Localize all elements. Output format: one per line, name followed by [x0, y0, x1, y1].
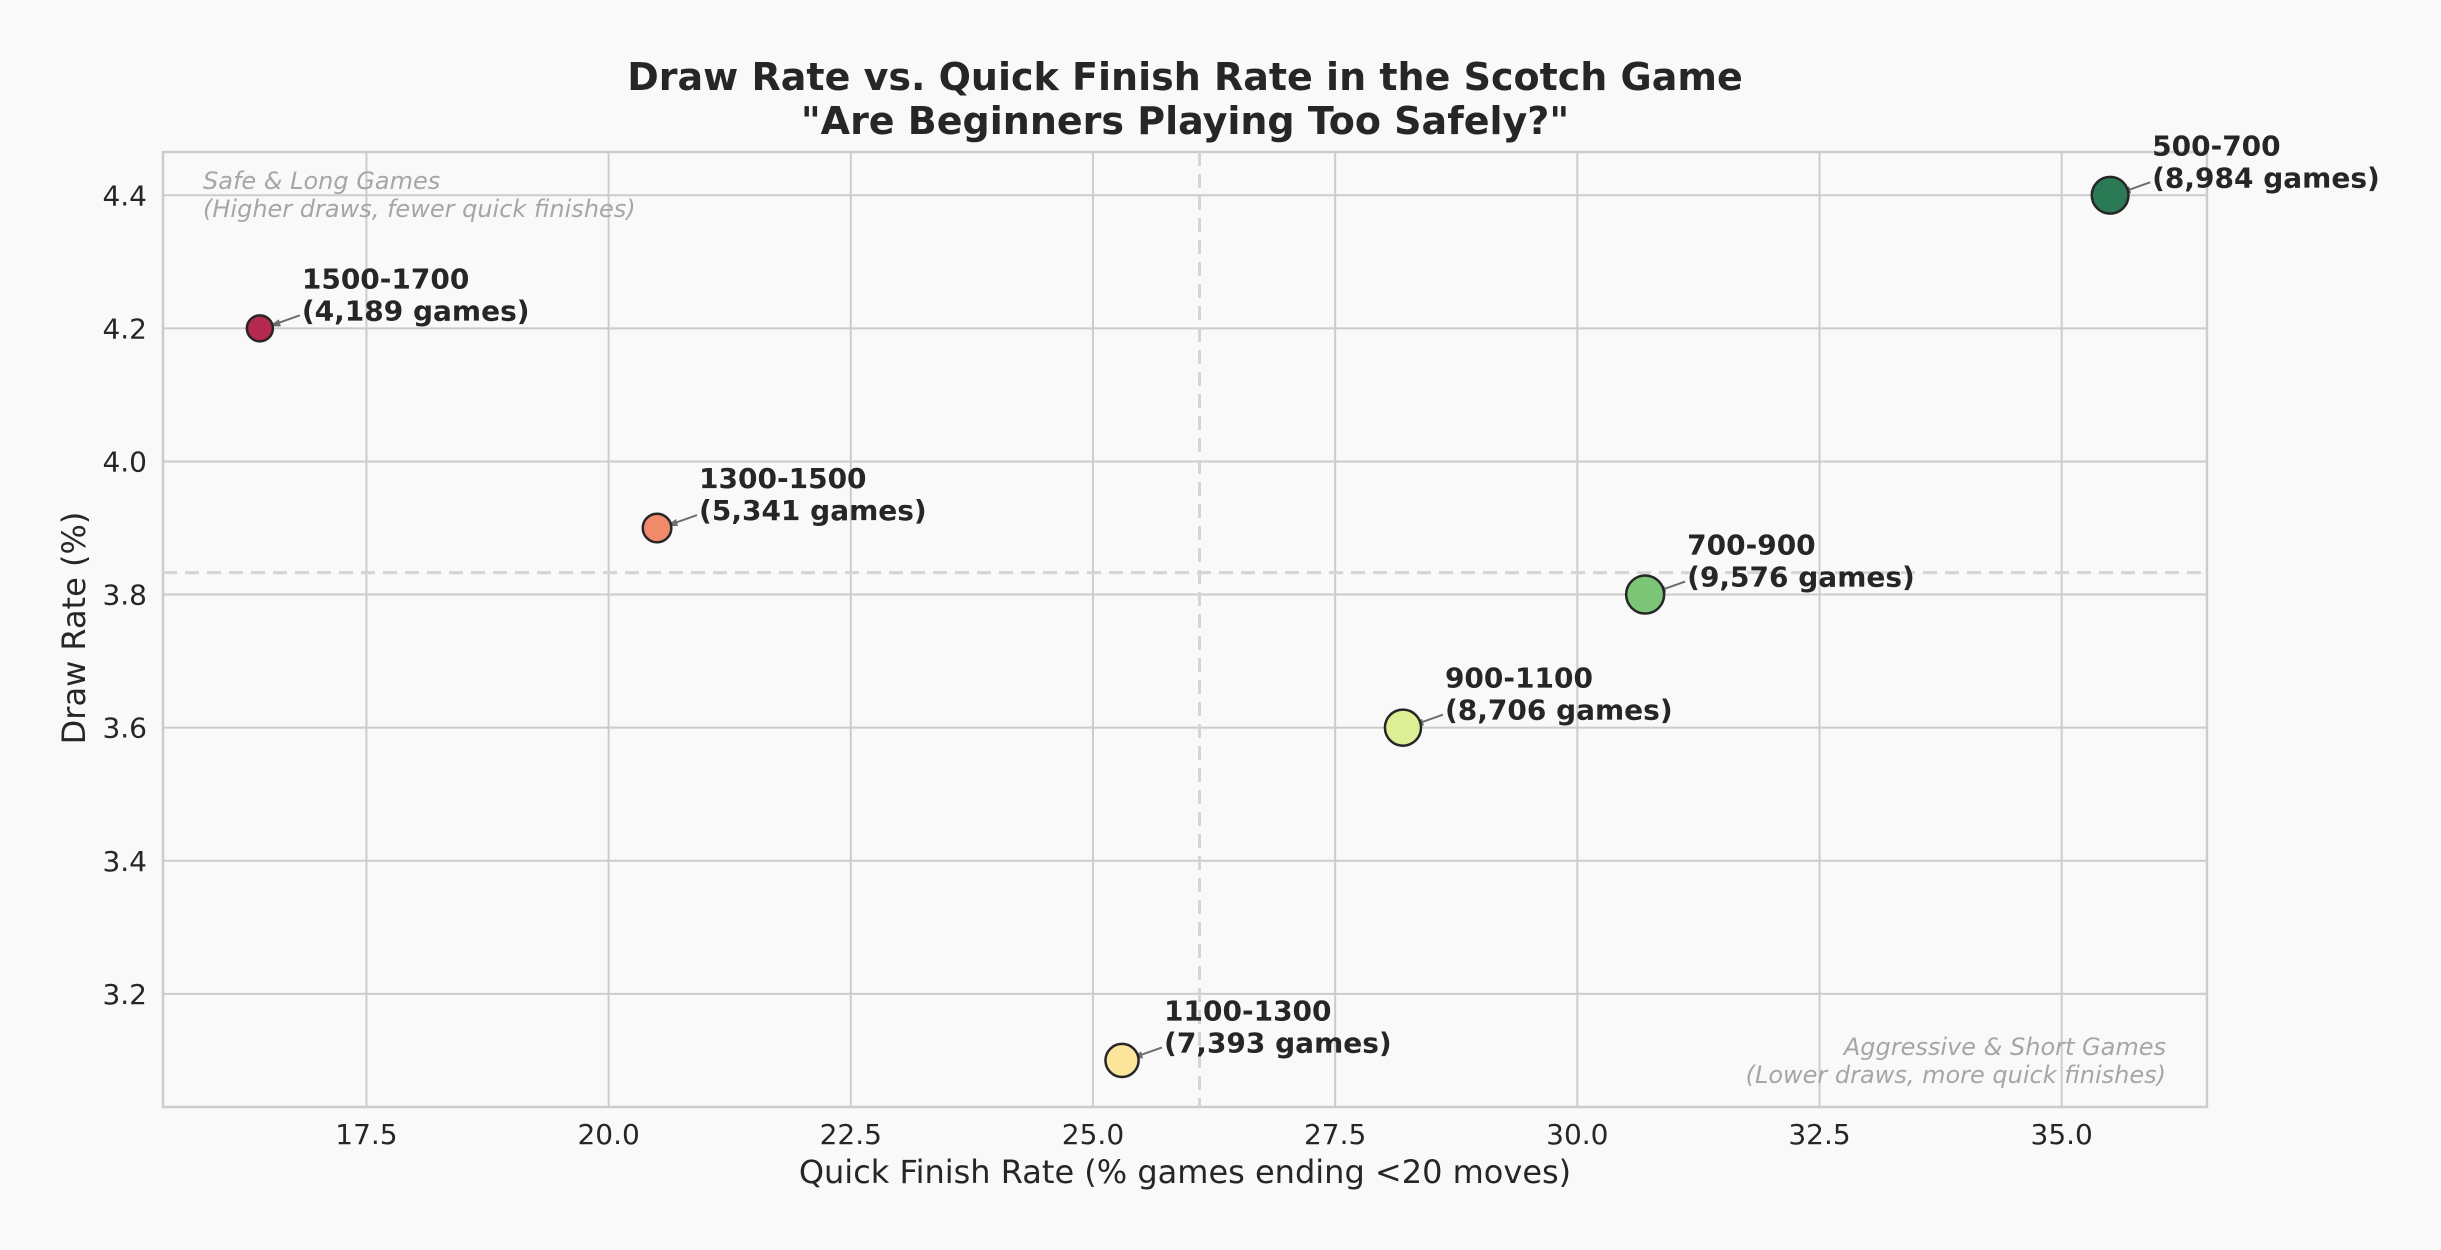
plot-area: 17.5 20.0 22.5 25.0 27.5 30.0 32.5 35.0 3.2 3.4 3.…: [102, 129, 2379, 1151]
point-label: 1500-1700: [302, 262, 469, 295]
point-label: 1300-1500: [699, 462, 866, 495]
data-point: [641, 512, 673, 544]
bottom-right-annotation: (Lower draws, more quick finishes): [1746, 1061, 2166, 1089]
point-label: 1100-1300: [1164, 994, 1331, 1027]
x-tick-label: 17.5: [335, 1118, 397, 1151]
y-tick-label: 4.0: [102, 445, 147, 478]
axes-frame: [161, 150, 2209, 1109]
x-tick-label: 20.0: [577, 1118, 639, 1151]
data-point: [1104, 1042, 1140, 1079]
y-axis-label: Draw Rate (%): [55, 512, 93, 745]
point-games-label: (7,393 games): [1164, 1026, 1392, 1059]
data-point: [1383, 708, 1423, 747]
y-tick-label: 3.4: [102, 845, 147, 878]
y-tick-label: 4.4: [102, 179, 147, 212]
point-games-label: (8,706 games): [1445, 694, 1673, 727]
data-point: [1624, 574, 1666, 615]
point-games-label: (9,576 games): [1687, 561, 1915, 594]
point-label: 900-1100: [1445, 662, 1593, 695]
chart-title: Draw Rate vs. Quick Finish Rate in the S…: [627, 55, 1743, 99]
point-games-label: (4,189 games): [302, 294, 530, 327]
point-games-label: (8,984 games): [2152, 161, 2380, 194]
bottom-right-annotation: Aggressive & Short Games: [1842, 1033, 2166, 1061]
x-tick-label: 35.0: [2031, 1118, 2093, 1151]
x-tick-label: 30.0: [1546, 1118, 1608, 1151]
x-tick-label: 22.5: [820, 1118, 882, 1151]
chart-subtitle: "Are Beginners Playing Too Safely?": [801, 99, 1569, 143]
x-tick-label: 27.5: [1304, 1118, 1366, 1151]
x-tick-label: 25.0: [1062, 1118, 1124, 1151]
top-left-annotation: (Higher draws, fewer quick finishes): [203, 195, 636, 223]
y-tick-label: 3.8: [102, 579, 147, 612]
data-point: [245, 314, 275, 343]
y-tick-label: 3.2: [102, 978, 147, 1011]
y-tick-label: 4.2: [102, 312, 147, 345]
point-games-label: (5,341 games): [699, 494, 927, 527]
point-label: 500-700: [2152, 129, 2281, 162]
point-label: 700-900: [1687, 529, 1816, 562]
x-tick-label: 32.5: [1788, 1118, 1850, 1151]
y-tick-label: 3.6: [102, 712, 147, 745]
top-left-annotation: Safe & Long Games: [203, 167, 440, 195]
x-axis-label: Quick Finish Rate (% games ending <20 mo…: [799, 1153, 1571, 1191]
data-point: [2090, 175, 2130, 215]
